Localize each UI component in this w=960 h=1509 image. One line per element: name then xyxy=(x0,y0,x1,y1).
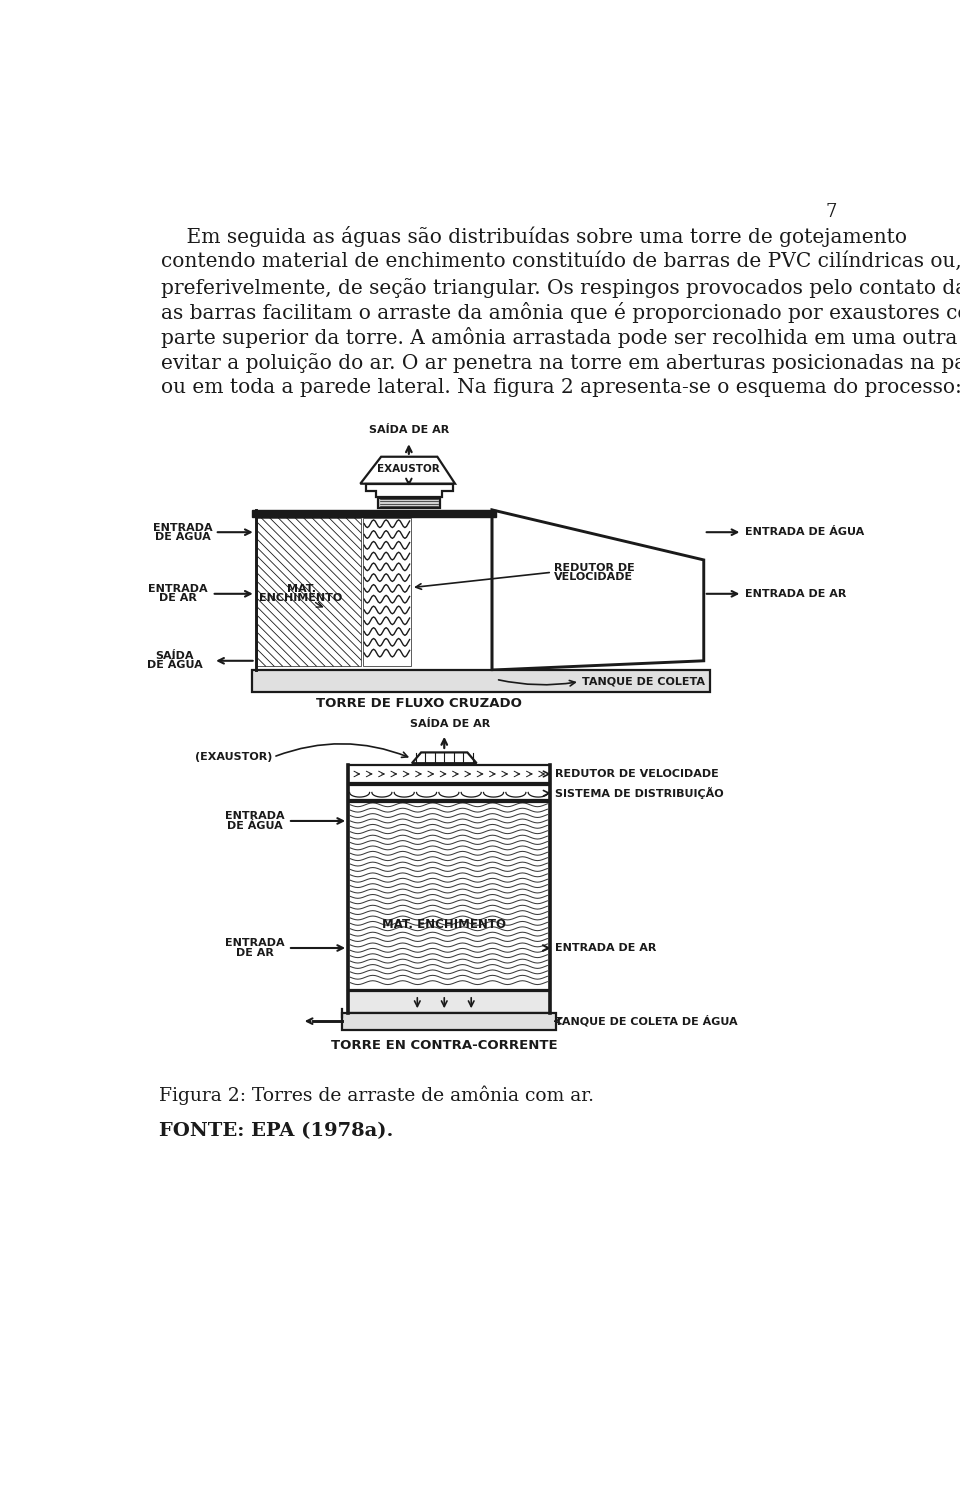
Text: preferivelmente, de seção triangular. Os respingos provocados pelo contato da ág: preferivelmente, de seção triangular. Os… xyxy=(161,276,960,297)
Text: ENTRADA: ENTRADA xyxy=(153,522,212,533)
Text: Em seguida as águas são distribuídas sobre uma torre de gotejamento: Em seguida as águas são distribuídas sob… xyxy=(161,226,907,247)
Text: SISTEMA DE DISTRIBUIÇÃO: SISTEMA DE DISTRIBUIÇÃO xyxy=(555,788,724,800)
Text: as barras facilitam o arraste da amônia que é proporcionado por exaustores coloc: as barras facilitam o arraste da amônia … xyxy=(161,302,960,323)
Bar xyxy=(252,510,496,516)
Text: SAÍDA: SAÍDA xyxy=(156,652,194,661)
Text: 7: 7 xyxy=(826,202,837,220)
Text: ENTRADA DE ÁGUA: ENTRADA DE ÁGUA xyxy=(745,527,864,537)
Text: Figura 2: Torres de arraste de amônia com ar.: Figura 2: Torres de arraste de amônia co… xyxy=(159,1086,594,1105)
Text: MAT. ENCHIMENTO: MAT. ENCHIMENTO xyxy=(382,917,506,931)
Text: DE AR: DE AR xyxy=(159,593,197,604)
Text: VELOCIDADE: VELOCIDADE xyxy=(554,572,633,582)
Bar xyxy=(257,518,361,665)
Text: DE ÁGUA: DE ÁGUA xyxy=(147,661,203,670)
Text: parte superior da torre. A amônia arrastada pode ser recolhida em uma outra colu: parte superior da torre. A amônia arrast… xyxy=(161,327,960,349)
Bar xyxy=(348,801,550,990)
Text: TORRE EN CONTRA-CORRENTE: TORRE EN CONTRA-CORRENTE xyxy=(331,1038,558,1052)
Text: SAÍDA DE AR: SAÍDA DE AR xyxy=(369,426,449,435)
Text: EXAUSTOR: EXAUSTOR xyxy=(377,465,441,474)
Text: FONTE: EPA (1978a).: FONTE: EPA (1978a). xyxy=(159,1123,394,1139)
Text: (EXAUSTOR): (EXAUSTOR) xyxy=(195,751,273,762)
Text: contendo material de enchimento constituído de barras de PVC cilíndricas ou,: contendo material de enchimento constitu… xyxy=(161,250,960,270)
Bar xyxy=(252,670,709,691)
Text: ENTRADA DE AR: ENTRADA DE AR xyxy=(555,943,657,954)
Text: REDUTOR DE: REDUTOR DE xyxy=(554,563,635,572)
Text: TANQUE DE COLETA DE ÁGUA: TANQUE DE COLETA DE ÁGUA xyxy=(555,1016,738,1028)
Text: REDUTOR DE VELOCIDADE: REDUTOR DE VELOCIDADE xyxy=(555,770,719,779)
Text: SAÍDA DE AR: SAÍDA DE AR xyxy=(410,720,491,729)
Text: DE AR: DE AR xyxy=(236,948,274,958)
Bar xyxy=(348,765,550,783)
Text: ou em toda a parede lateral. Na figura 2 apresenta-se o esquema do processo:: ou em toda a parede lateral. Na figura 2… xyxy=(161,379,960,397)
Text: DE ÁGUA: DE ÁGUA xyxy=(155,531,210,542)
Bar xyxy=(363,518,411,665)
Text: ENTRADA DE AR: ENTRADA DE AR xyxy=(745,589,846,599)
Text: TORRE DE FLUXO CRUZADO: TORRE DE FLUXO CRUZADO xyxy=(316,697,522,709)
Bar xyxy=(348,991,550,1013)
Text: ENTRADA: ENTRADA xyxy=(148,584,207,595)
Text: ENCHIMENTO: ENCHIMENTO xyxy=(259,593,343,604)
Text: evitar a poluição do ar. O ar penetra na torre em aberturas posicionadas na part: evitar a poluição do ar. O ar penetra na… xyxy=(161,353,960,373)
Text: MAT.: MAT. xyxy=(286,584,316,595)
Text: DE ÁGUA: DE ÁGUA xyxy=(227,821,282,830)
Text: TANQUE DE COLETA: TANQUE DE COLETA xyxy=(582,676,705,687)
Bar xyxy=(252,670,496,673)
Bar xyxy=(342,1013,556,1029)
Text: ENTRADA: ENTRADA xyxy=(225,939,285,948)
Bar xyxy=(348,785,550,800)
Bar xyxy=(378,498,440,509)
Text: ENTRADA: ENTRADA xyxy=(225,812,285,821)
